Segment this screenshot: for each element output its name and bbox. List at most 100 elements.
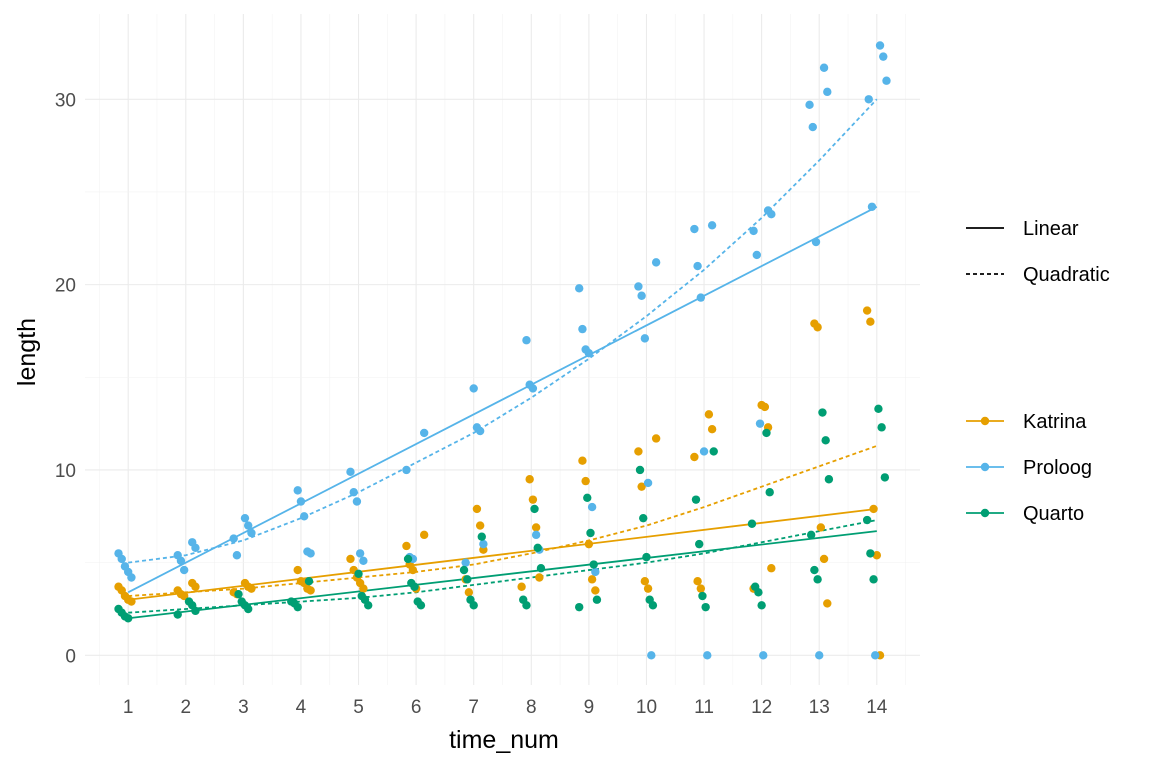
data-point <box>234 589 243 599</box>
data-point <box>867 202 877 211</box>
data-point <box>643 478 653 488</box>
legend-series-label: Katrina <box>1023 411 1087 433</box>
data-point <box>639 513 648 523</box>
data-point <box>354 569 363 578</box>
legend-series-label: Quarto <box>1023 503 1084 525</box>
data-point <box>874 404 883 414</box>
data-point <box>642 552 651 562</box>
data-point <box>525 475 534 484</box>
data-point <box>695 539 704 549</box>
data-point <box>752 250 762 260</box>
data-point <box>364 601 373 610</box>
y-tick-label: 20 <box>55 276 76 297</box>
data-point <box>698 591 707 601</box>
legend-linetype: Linear Quadratic <box>966 218 1110 286</box>
data-point <box>703 651 712 660</box>
data-point <box>767 209 776 219</box>
data-point <box>866 317 875 326</box>
data-point <box>637 482 646 491</box>
data-point <box>747 519 757 528</box>
data-points <box>114 41 891 660</box>
x-tick-label: 14 <box>866 697 888 718</box>
data-point <box>355 549 365 558</box>
x-tick-label: 9 <box>584 697 595 718</box>
data-point <box>528 384 538 393</box>
data-point <box>176 556 186 566</box>
legend-series-label: Proloog <box>1023 457 1092 479</box>
data-point <box>191 582 200 591</box>
data-point <box>819 63 829 72</box>
data-point <box>359 556 368 566</box>
data-point <box>536 564 546 573</box>
data-point <box>528 495 538 504</box>
data-point <box>243 604 253 614</box>
data-point <box>477 532 486 541</box>
data-point <box>819 554 829 564</box>
data-point <box>575 284 584 293</box>
grid-lines <box>85 14 920 685</box>
data-point <box>862 515 872 525</box>
legend-series-item: Quarto <box>966 503 1084 525</box>
data-point <box>179 565 189 575</box>
data-point <box>296 497 306 506</box>
data-point <box>578 456 587 465</box>
data-point <box>581 476 590 486</box>
data-point <box>587 575 597 584</box>
data-point <box>767 564 776 573</box>
data-point <box>461 558 470 567</box>
data-point <box>749 226 758 236</box>
data-point <box>823 599 832 608</box>
data-point <box>575 602 584 612</box>
data-point <box>349 488 358 497</box>
data-point <box>346 554 355 564</box>
data-point <box>651 258 661 267</box>
data-point <box>469 384 478 393</box>
data-point <box>416 601 426 610</box>
data-point <box>127 597 136 606</box>
data-point <box>823 87 832 97</box>
data-point <box>760 402 770 412</box>
data-point <box>191 543 200 553</box>
data-point <box>191 606 200 616</box>
x-tick-label: 11 <box>694 697 714 718</box>
data-point <box>469 601 478 610</box>
x-tick-label: 13 <box>809 697 830 718</box>
data-point <box>463 575 472 584</box>
x-tick-label: 12 <box>751 697 772 718</box>
data-point <box>821 436 830 445</box>
x-tick-label: 10 <box>636 697 657 718</box>
data-point <box>592 595 602 604</box>
data-point <box>531 530 541 540</box>
data-point <box>464 588 474 597</box>
x-tick-label: 2 <box>180 697 191 718</box>
data-point <box>293 602 302 612</box>
data-point <box>765 488 774 497</box>
data-point <box>690 224 699 234</box>
data-point <box>699 447 709 456</box>
data-point <box>531 523 541 532</box>
data-point <box>123 614 133 623</box>
data-point <box>640 334 650 343</box>
data-point <box>816 523 826 532</box>
data-point <box>247 584 256 593</box>
data-point <box>813 323 822 332</box>
data-point <box>691 495 701 504</box>
data-point <box>479 539 488 549</box>
data-point <box>475 521 485 530</box>
data-point <box>648 601 658 610</box>
data-point <box>589 560 598 569</box>
data-point <box>701 602 710 612</box>
x-tick-label: 4 <box>296 697 307 718</box>
y-axis-ticks: 0 10 20 30 <box>55 90 76 667</box>
data-point <box>870 651 880 660</box>
data-point <box>808 122 817 132</box>
x-axis-title: time_num <box>449 726 559 754</box>
legend-series-item: Katrina <box>966 411 1087 433</box>
data-point <box>475 426 485 436</box>
data-point <box>352 497 362 506</box>
legend-series-point <box>980 508 990 518</box>
data-point <box>709 447 718 456</box>
data-point <box>229 534 238 543</box>
data-point <box>591 567 600 577</box>
data-point <box>635 465 645 475</box>
